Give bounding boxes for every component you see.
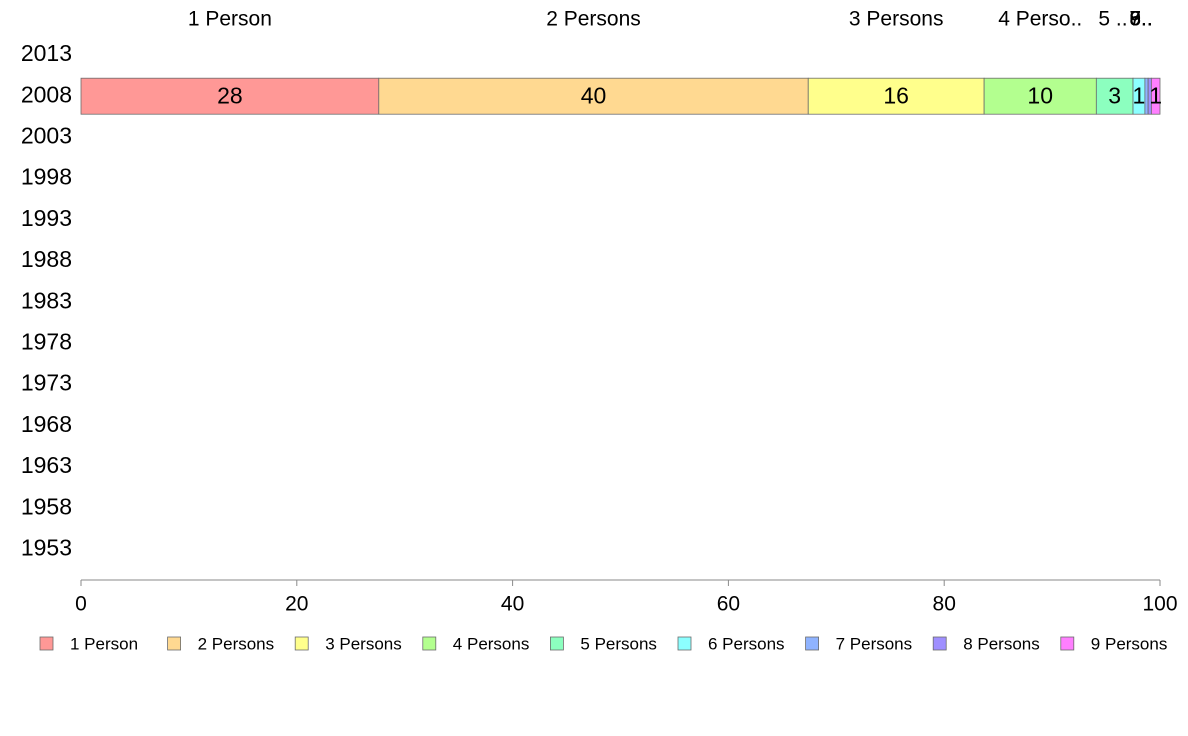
y-tick-label: 1973 (21, 370, 72, 396)
column-header: 4 Perso.. (998, 8, 1082, 31)
x-tick-label: 80 (933, 593, 956, 616)
legend-label: 9 Persons (1091, 634, 1168, 653)
legend-label: 1 Person (70, 634, 138, 653)
y-tick-label: 2008 (21, 81, 72, 107)
legend-swatch (39, 636, 54, 651)
x-tick-label: 0 (75, 593, 87, 616)
column-header: 8.. (1129, 8, 1152, 31)
data-label: 3 (1108, 82, 1121, 108)
legend-label: 6 Persons (708, 634, 785, 653)
bar-segment (983, 77, 1097, 115)
bar-segment (378, 77, 809, 115)
column-header: 2 Persons (546, 8, 641, 31)
data-label: 28 (217, 82, 243, 108)
legend-swatch (422, 636, 437, 651)
column-header: 7.. (1129, 8, 1152, 31)
column-header: 5 .. (1098, 8, 1127, 31)
column-header: 3 Persons (849, 8, 944, 31)
y-tick-label: 1988 (21, 246, 72, 272)
column-header: 9.. (1129, 8, 1152, 31)
x-tick-label: 40 (501, 593, 524, 616)
data-label: 40 (581, 82, 607, 108)
legend-swatch (167, 636, 182, 651)
y-tick-label: 1958 (21, 493, 72, 519)
legend-label: 5 Persons (580, 634, 657, 653)
y-tick-label: 1998 (21, 164, 72, 190)
data-label: 16 (883, 82, 909, 108)
legend-label: 3 Persons (325, 634, 402, 653)
legend-swatch (550, 636, 564, 651)
x-tick-label: 20 (285, 593, 308, 616)
bar-segment (1144, 77, 1149, 115)
y-tick-label: 2003 (21, 122, 72, 148)
y-tick-label: 2013 (21, 40, 72, 66)
legend-label: 7 Persons (836, 634, 913, 653)
column-header: 6.. (1129, 8, 1152, 31)
column-header: 1 Person (188, 8, 272, 31)
bar-segment (1095, 77, 1134, 115)
legend-swatch (1060, 636, 1075, 651)
legend-label: 8 Persons (963, 634, 1040, 653)
x-tick-label: 60 (717, 593, 740, 616)
y-tick-label: 1953 (21, 534, 72, 560)
legend-swatch (805, 636, 819, 651)
x-tick-label: 100 (1142, 593, 1177, 616)
data-label: 10 (1027, 82, 1053, 108)
bar-segment (80, 77, 380, 115)
legend-swatch (677, 636, 692, 651)
bar-segment (1150, 77, 1161, 115)
legend-label: 4 Persons (453, 634, 530, 653)
y-tick-label: 1968 (21, 411, 72, 437)
legend-swatch (294, 636, 309, 651)
y-tick-label: 1978 (21, 328, 72, 354)
y-tick-label: 1963 (21, 452, 72, 478)
data-label: 1 (1149, 82, 1162, 108)
bar-segment (807, 77, 985, 115)
y-tick-label: 1983 (21, 287, 72, 313)
legend-label: 2 Persons (198, 634, 275, 653)
data-label: 1 (1133, 82, 1146, 108)
legend-swatch (932, 636, 947, 651)
y-tick-label: 1993 (21, 205, 72, 231)
